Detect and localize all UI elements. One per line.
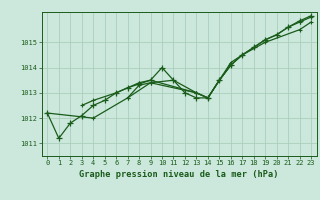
X-axis label: Graphe pression niveau de la mer (hPa): Graphe pression niveau de la mer (hPa) <box>79 170 279 179</box>
